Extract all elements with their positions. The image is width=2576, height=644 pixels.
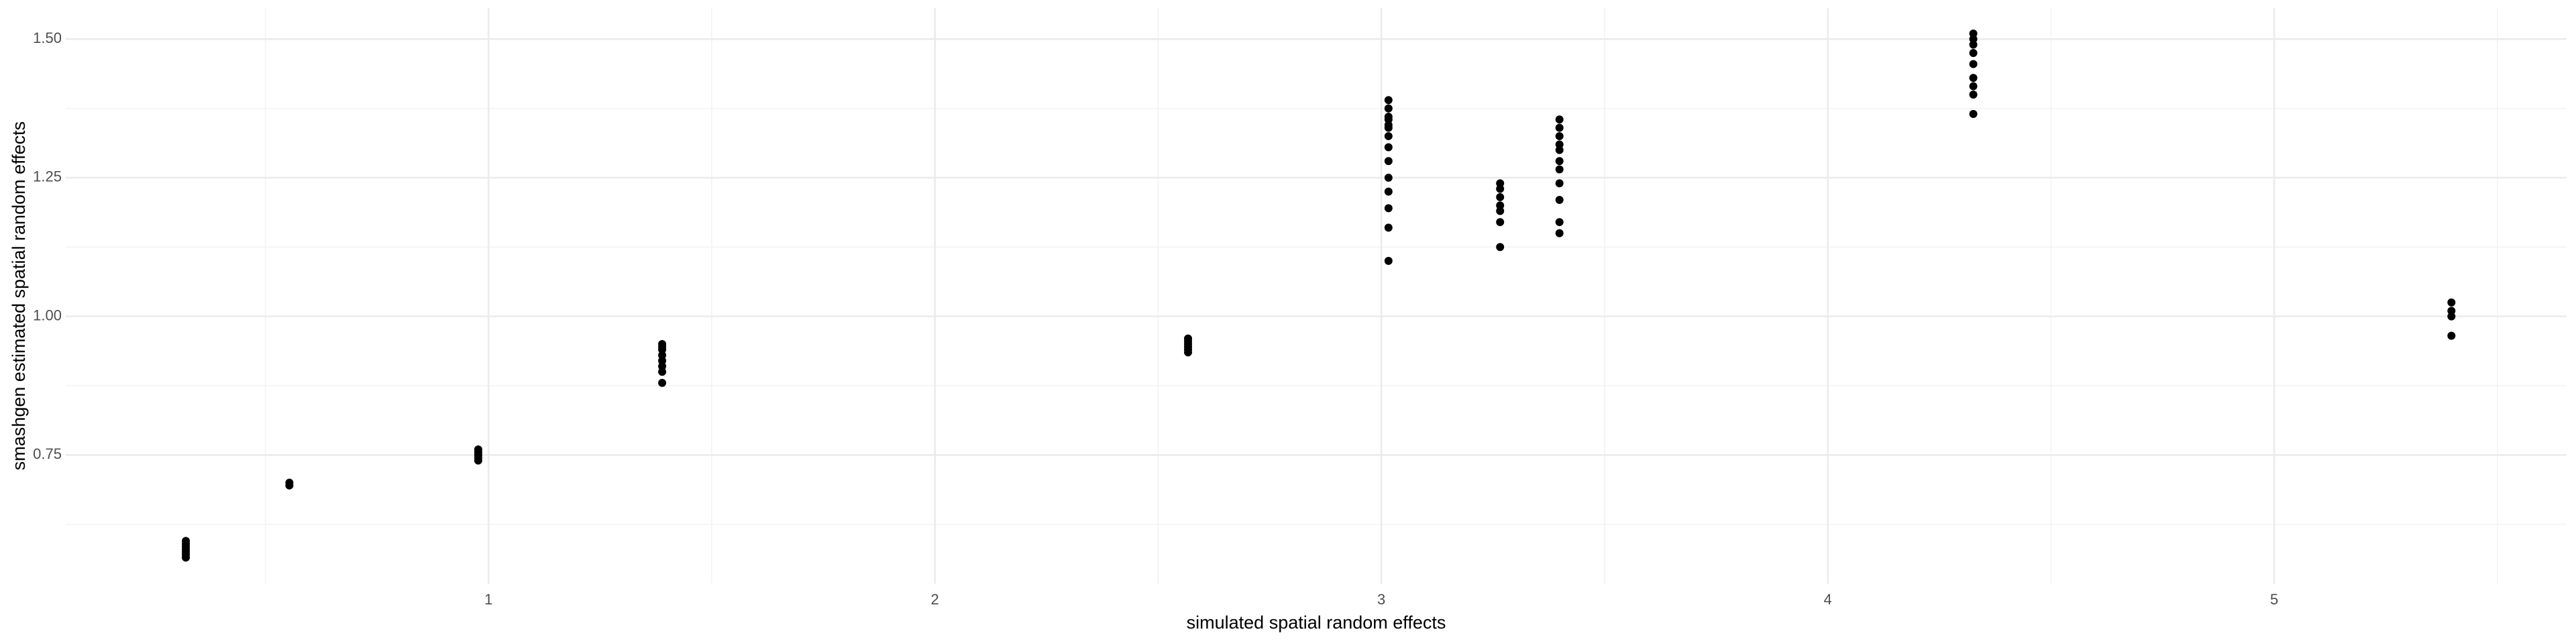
x-axis-title: simulated spatial random effects	[1187, 612, 1446, 633]
point	[1384, 96, 1393, 105]
point	[2447, 331, 2456, 340]
point	[1969, 82, 1978, 91]
point	[1384, 256, 1393, 265]
point	[1496, 218, 1505, 227]
point	[1969, 74, 1978, 83]
point	[1384, 204, 1393, 213]
x-tick-label: 4	[1824, 591, 1832, 608]
y-axis-title: smashgen estimated spatial random effect…	[9, 121, 29, 470]
point	[1555, 229, 1564, 237]
point	[658, 356, 667, 365]
point	[285, 481, 294, 490]
point	[1555, 140, 1564, 149]
point	[1384, 104, 1393, 113]
point	[1496, 201, 1505, 210]
point	[658, 351, 667, 360]
point	[2447, 312, 2456, 321]
point	[1555, 196, 1564, 204]
point	[1384, 187, 1393, 196]
point	[182, 537, 191, 545]
point	[1555, 131, 1564, 140]
point	[1496, 193, 1505, 201]
point	[1969, 40, 1978, 49]
y-tick-label: 1.00	[33, 307, 62, 323]
point	[1969, 48, 1978, 57]
point	[1384, 157, 1393, 166]
point	[1496, 179, 1505, 188]
point	[1384, 123, 1393, 132]
point	[2447, 307, 2456, 315]
point	[1555, 157, 1564, 166]
point	[1496, 184, 1505, 193]
x-tick-label: 3	[1377, 591, 1385, 608]
point	[1969, 60, 1978, 68]
y-tick-label: 0.75	[33, 445, 62, 462]
point	[1496, 243, 1505, 252]
point	[1555, 179, 1564, 188]
x-tick-label: 5	[2270, 591, 2278, 608]
point	[1555, 218, 1564, 227]
point	[1184, 348, 1193, 357]
point	[1496, 207, 1505, 215]
point	[1384, 143, 1393, 152]
point	[1384, 131, 1393, 140]
point	[658, 368, 667, 376]
point	[1555, 165, 1564, 174]
point	[474, 456, 482, 465]
point	[1969, 109, 1978, 118]
point	[658, 362, 667, 370]
point	[658, 378, 667, 387]
point	[1555, 146, 1564, 154]
point	[1555, 115, 1564, 124]
point	[1555, 123, 1564, 132]
x-tick-label: 2	[931, 591, 939, 608]
point	[1384, 115, 1393, 124]
y-tick-label: 1.50	[33, 30, 62, 46]
point	[1969, 30, 1978, 38]
point	[1969, 35, 1978, 44]
point	[1384, 223, 1393, 232]
point	[2447, 298, 2456, 307]
point	[658, 345, 667, 354]
x-tick-label: 1	[484, 591, 492, 608]
point	[1384, 173, 1393, 182]
y-tick-label: 1.25	[33, 168, 62, 185]
point	[1969, 90, 1978, 99]
